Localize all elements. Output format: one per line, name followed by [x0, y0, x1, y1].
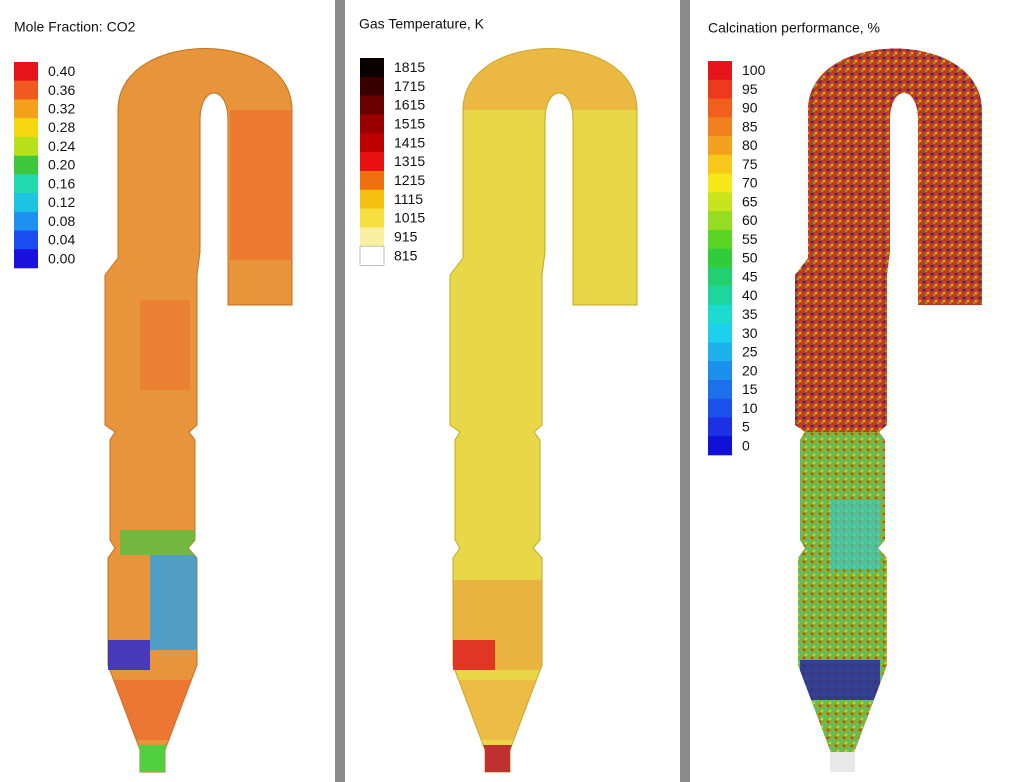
- legend-swatch: [14, 80, 38, 100]
- legend-swatch: [14, 62, 38, 82]
- legend-swatch: [708, 248, 732, 268]
- legend-swatch: [708, 398, 732, 418]
- legend-swatch: [708, 154, 732, 174]
- legend-swatch: [14, 136, 38, 156]
- legend-label: 85: [742, 118, 758, 134]
- legend-swatch: [360, 95, 384, 115]
- legend-label: 815: [394, 247, 418, 263]
- legend-label: 0.40: [48, 63, 75, 79]
- legend-label: 0.04: [48, 232, 75, 248]
- legend-label: 0.12: [48, 194, 75, 210]
- legend-swatch: [14, 174, 38, 194]
- legend-label: 90: [742, 100, 758, 116]
- legend-label: 1315: [394, 153, 425, 169]
- legend-label: 0: [742, 437, 750, 453]
- legend-label: 0.20: [48, 157, 75, 173]
- legend-label: 35: [742, 306, 758, 322]
- legend-label: 0.08: [48, 213, 75, 229]
- legend-swatch: [14, 99, 38, 119]
- legend-swatch: [708, 436, 732, 456]
- legend-label: 40: [742, 287, 758, 303]
- legend-swatch: [708, 136, 732, 156]
- legend-swatch: [708, 286, 732, 306]
- legend-swatch: [360, 227, 384, 247]
- legend-swatch: [708, 267, 732, 287]
- legend-swatch: [360, 152, 384, 172]
- legend-label: 915: [394, 228, 418, 244]
- legend-swatch: [360, 133, 384, 153]
- legend-swatch: [360, 189, 384, 209]
- legend-label: 55: [742, 231, 758, 247]
- legend-label: 0.16: [48, 175, 75, 191]
- legend-label: 50: [742, 250, 758, 266]
- legend-label: 1715: [394, 78, 425, 94]
- legend-label: 10: [742, 400, 758, 416]
- legend-swatch: [708, 323, 732, 343]
- legend-swatch: [708, 229, 732, 249]
- divider: [680, 0, 690, 782]
- legend-swatch: [708, 98, 732, 118]
- legend-swatch: [708, 361, 732, 381]
- legend-swatch: [360, 114, 384, 134]
- legend-swatch: [14, 155, 38, 175]
- panel-title: Calcination performance, %: [708, 20, 880, 36]
- legend-swatch: [708, 211, 732, 231]
- legend-label: 1015: [394, 210, 425, 226]
- legend-label: 1215: [394, 172, 425, 188]
- legend-swatch: [708, 342, 732, 362]
- legend-swatch: [360, 76, 384, 96]
- legend-label: 20: [742, 362, 758, 378]
- legend-swatch: [14, 193, 38, 213]
- legend-label: 0.36: [48, 82, 75, 98]
- legend-label: 0.28: [48, 119, 75, 135]
- legend-label: 80: [742, 137, 758, 153]
- legend-label: 0.32: [48, 101, 75, 117]
- legend-swatch: [359, 245, 385, 266]
- legend-swatch: [14, 249, 38, 269]
- legends: 0.40 0.36 0.32 0.28 0.24 0.20 0.16 0.12 0.08 0.04…: [14, 58, 766, 456]
- legend-swatch: [14, 211, 38, 231]
- legend-swatch: [14, 230, 38, 250]
- legend-label: 1815: [394, 59, 425, 75]
- legend-label: 0.24: [48, 138, 75, 154]
- legend-label: 5: [742, 419, 750, 435]
- legend-label: 30: [742, 325, 758, 341]
- legend-label: 1515: [394, 116, 425, 132]
- legend-swatch: [360, 58, 384, 78]
- legend-swatch: [708, 61, 732, 81]
- legend-label: 70: [742, 175, 758, 191]
- legend-swatch: [708, 173, 732, 193]
- legend-label: 45: [742, 268, 758, 284]
- divider: [335, 0, 345, 782]
- legend-label: 95: [742, 81, 758, 97]
- legend-swatch: [360, 208, 384, 228]
- legend-swatch: [360, 170, 384, 191]
- legend-swatch: [14, 118, 38, 138]
- legend-swatch: [708, 379, 732, 400]
- legend-label: 1115: [394, 191, 423, 207]
- legend-swatch: [708, 192, 732, 212]
- legend-label: 100: [742, 62, 766, 78]
- legend-swatch: [708, 417, 732, 437]
- panel-title: Gas Temperature, K: [359, 16, 485, 32]
- legend-label: 25: [742, 344, 758, 360]
- legend-label: 0.00: [48, 250, 75, 266]
- legend-label: 15: [742, 381, 758, 397]
- legend-label: 65: [742, 193, 758, 209]
- legend-swatch: [708, 304, 732, 324]
- legend-swatch: [708, 117, 732, 137]
- legend-swatch: [708, 79, 732, 99]
- legend-label: 75: [742, 156, 758, 172]
- legend-label: 1615: [394, 97, 425, 113]
- panel-title: Mole Fraction: CO2: [14, 19, 136, 35]
- legend-label: 60: [742, 212, 758, 228]
- legend-label: 1415: [394, 134, 425, 150]
